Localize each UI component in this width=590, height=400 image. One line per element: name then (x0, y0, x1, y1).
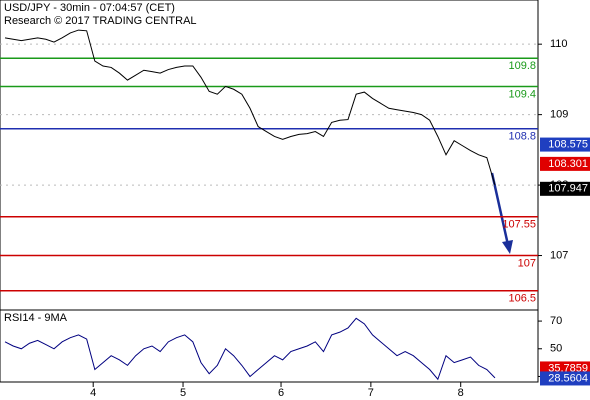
y-tick-label: 70 (550, 315, 562, 327)
level-label: 109.4 (508, 88, 536, 100)
price-tag-label: 107.947 (548, 183, 588, 195)
x-tick-label: 6 (278, 387, 284, 399)
arrow-head (502, 240, 513, 254)
price-tag-label: 28.5604 (548, 372, 588, 384)
level-label: 106.5 (508, 293, 536, 305)
x-tick-label: 7 (368, 387, 374, 399)
y-tick-label: 110 (550, 38, 568, 50)
level-label: 108.8 (508, 131, 536, 143)
series-line (4, 317, 496, 381)
price-tag (540, 371, 590, 386)
chart-title: USD/JPY - 30min - 07:04:57 (CET) (4, 2, 175, 14)
price-tag (540, 156, 590, 171)
price-tag-label: 108.575 (548, 138, 588, 150)
price-tag-label: 108.301 (548, 158, 588, 170)
y-tick-label: 50 (550, 343, 562, 355)
level-label: 109.8 (508, 60, 536, 72)
x-tick-label: 5 (180, 387, 186, 399)
price-tag-label: 35.7859 (548, 362, 588, 374)
y-tick-label: 107 (550, 249, 568, 261)
rsi-title: RSI14 - 9MA (4, 312, 68, 324)
chart-subtitle: Research © 2017 TRADING CENTRAL (4, 15, 197, 27)
plot-frame (0, 0, 539, 383)
x-tick-label: 8 (458, 387, 464, 399)
level-label: 107.55 (502, 219, 536, 231)
level-label: 107 (518, 257, 536, 269)
price-tag (540, 137, 590, 152)
y-tick-label: 109 (550, 109, 568, 121)
price-tag (540, 181, 590, 196)
x-tick-label: 4 (90, 387, 96, 399)
series-line (4, 29, 496, 186)
